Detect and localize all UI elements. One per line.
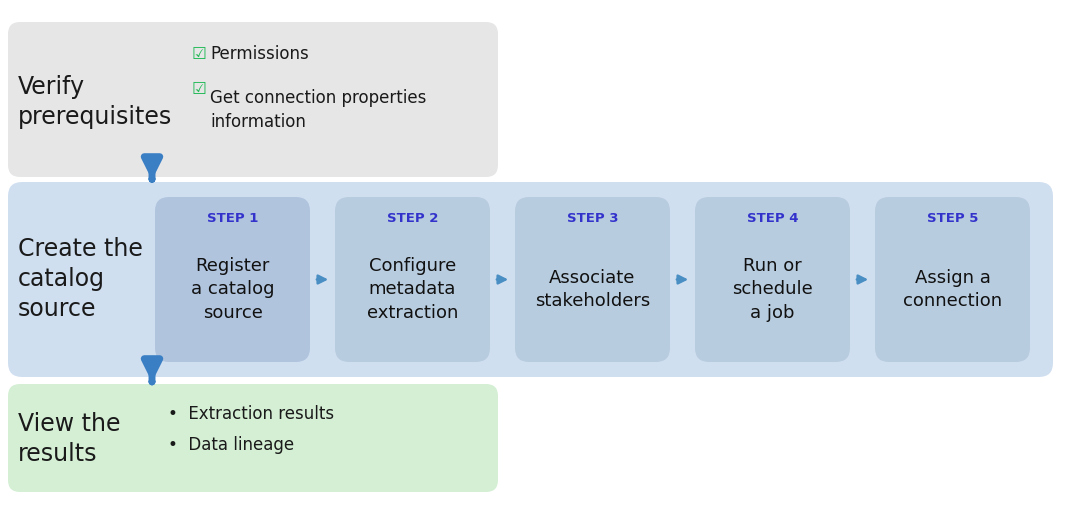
Text: ☑: ☑ bbox=[192, 80, 207, 98]
Text: Permissions: Permissions bbox=[210, 45, 309, 63]
Text: Configure
metadata
extraction: Configure metadata extraction bbox=[366, 257, 458, 322]
Text: Assign a
connection: Assign a connection bbox=[903, 269, 1002, 310]
Text: •  Extraction results: • Extraction results bbox=[168, 405, 334, 423]
Text: Register
a catalog
source: Register a catalog source bbox=[191, 257, 275, 322]
Text: STEP 4: STEP 4 bbox=[747, 212, 799, 226]
Text: STEP 3: STEP 3 bbox=[567, 212, 619, 226]
FancyBboxPatch shape bbox=[695, 197, 850, 362]
Text: Create the
catalog
source: Create the catalog source bbox=[18, 237, 143, 321]
FancyBboxPatch shape bbox=[155, 197, 310, 362]
Text: STEP 5: STEP 5 bbox=[927, 212, 978, 226]
Text: ☑: ☑ bbox=[192, 45, 207, 63]
Text: Associate
stakeholders: Associate stakeholders bbox=[535, 269, 650, 310]
Text: Run or
schedule
a job: Run or schedule a job bbox=[732, 257, 813, 322]
Text: View the
results: View the results bbox=[18, 412, 120, 466]
Text: Get connection properties
information: Get connection properties information bbox=[210, 89, 426, 131]
FancyBboxPatch shape bbox=[9, 22, 498, 177]
Text: Verify
prerequisites: Verify prerequisites bbox=[18, 75, 173, 129]
FancyBboxPatch shape bbox=[9, 384, 498, 492]
FancyBboxPatch shape bbox=[9, 182, 1053, 377]
Text: STEP 2: STEP 2 bbox=[387, 212, 438, 226]
FancyBboxPatch shape bbox=[515, 197, 670, 362]
Text: STEP 1: STEP 1 bbox=[207, 212, 258, 226]
FancyBboxPatch shape bbox=[875, 197, 1030, 362]
Text: •  Data lineage: • Data lineage bbox=[168, 436, 294, 454]
FancyBboxPatch shape bbox=[335, 197, 490, 362]
